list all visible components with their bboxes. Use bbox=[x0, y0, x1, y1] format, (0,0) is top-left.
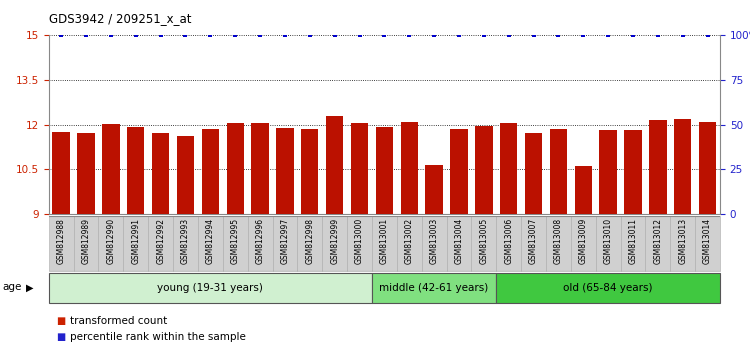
Bar bbox=[49, 273, 372, 303]
Text: GSM812994: GSM812994 bbox=[206, 218, 214, 264]
Bar bbox=[425, 165, 442, 214]
Bar bbox=[521, 216, 546, 271]
Bar bbox=[574, 166, 592, 214]
Bar bbox=[98, 216, 123, 271]
Text: GSM812999: GSM812999 bbox=[330, 218, 339, 264]
Bar bbox=[646, 216, 670, 271]
Text: GSM813003: GSM813003 bbox=[430, 218, 439, 264]
Text: GSM813012: GSM813012 bbox=[653, 218, 662, 264]
Text: GSM813005: GSM813005 bbox=[479, 218, 488, 264]
Bar bbox=[475, 126, 493, 214]
Bar bbox=[226, 123, 244, 214]
Text: GSM813004: GSM813004 bbox=[454, 218, 464, 264]
Bar bbox=[198, 216, 223, 271]
Bar bbox=[202, 129, 219, 214]
Text: GSM813014: GSM813014 bbox=[703, 218, 712, 264]
Bar bbox=[127, 127, 145, 214]
Text: GSM813002: GSM813002 bbox=[405, 218, 414, 264]
Bar bbox=[123, 216, 148, 271]
Bar bbox=[223, 216, 248, 271]
Text: GSM812988: GSM812988 bbox=[57, 218, 66, 264]
Bar bbox=[77, 133, 94, 214]
Bar bbox=[53, 132, 70, 214]
Text: GSM813009: GSM813009 bbox=[579, 218, 588, 264]
Text: ■: ■ bbox=[56, 332, 65, 342]
Bar bbox=[251, 123, 268, 214]
Bar bbox=[372, 216, 397, 271]
Text: GSM813010: GSM813010 bbox=[604, 218, 613, 264]
Text: old (65-84 years): old (65-84 years) bbox=[563, 282, 652, 293]
Text: GSM813000: GSM813000 bbox=[355, 218, 364, 264]
Bar bbox=[400, 122, 418, 214]
Bar bbox=[177, 136, 194, 214]
Text: GSM812990: GSM812990 bbox=[106, 218, 116, 264]
Bar bbox=[248, 216, 272, 271]
Text: GSM812993: GSM812993 bbox=[181, 218, 190, 264]
Text: GDS3942 / 209251_x_at: GDS3942 / 209251_x_at bbox=[49, 12, 191, 25]
Text: percentile rank within the sample: percentile rank within the sample bbox=[70, 332, 246, 342]
Text: GSM812996: GSM812996 bbox=[256, 218, 265, 264]
Bar bbox=[347, 216, 372, 271]
Bar bbox=[596, 216, 620, 271]
Text: GSM812991: GSM812991 bbox=[131, 218, 140, 264]
Bar bbox=[422, 216, 446, 271]
Text: transformed count: transformed count bbox=[70, 316, 167, 326]
Bar bbox=[148, 216, 173, 271]
Bar bbox=[620, 216, 646, 271]
Bar bbox=[272, 216, 297, 271]
Text: young (19-31 years): young (19-31 years) bbox=[158, 282, 263, 293]
Bar bbox=[496, 216, 521, 271]
Text: ▶: ▶ bbox=[26, 282, 34, 292]
Text: GSM813008: GSM813008 bbox=[554, 218, 563, 264]
Text: GSM812989: GSM812989 bbox=[82, 218, 91, 264]
Bar bbox=[525, 133, 542, 214]
Text: middle (42-61 years): middle (42-61 years) bbox=[380, 282, 489, 293]
Bar bbox=[326, 116, 344, 214]
Text: GSM812998: GSM812998 bbox=[305, 218, 314, 264]
Bar bbox=[74, 216, 98, 271]
Bar bbox=[450, 129, 468, 214]
Bar bbox=[650, 120, 667, 214]
Bar bbox=[546, 216, 571, 271]
Bar bbox=[49, 216, 74, 271]
Text: ■: ■ bbox=[56, 316, 65, 326]
Text: GSM813007: GSM813007 bbox=[529, 218, 538, 264]
Bar bbox=[376, 127, 393, 214]
Text: GSM813001: GSM813001 bbox=[380, 218, 388, 264]
Bar bbox=[699, 122, 716, 214]
Bar bbox=[372, 273, 496, 303]
Bar bbox=[397, 216, 422, 271]
Bar bbox=[351, 123, 368, 214]
Bar bbox=[496, 273, 720, 303]
Bar bbox=[571, 216, 596, 271]
Bar bbox=[446, 216, 472, 271]
Bar bbox=[624, 130, 642, 214]
Bar bbox=[276, 129, 294, 214]
Text: GSM812995: GSM812995 bbox=[231, 218, 240, 264]
Bar bbox=[695, 216, 720, 271]
Bar bbox=[670, 216, 695, 271]
Bar bbox=[550, 129, 567, 214]
Bar bbox=[173, 216, 198, 271]
Text: GSM812992: GSM812992 bbox=[156, 218, 165, 264]
Bar bbox=[102, 124, 119, 214]
Text: GSM813013: GSM813013 bbox=[678, 218, 687, 264]
Bar bbox=[472, 216, 496, 271]
Bar bbox=[301, 129, 319, 214]
Text: GSM813006: GSM813006 bbox=[504, 218, 513, 264]
Text: GSM812997: GSM812997 bbox=[280, 218, 290, 264]
Bar bbox=[297, 216, 322, 271]
Text: age: age bbox=[2, 282, 22, 292]
Bar bbox=[500, 123, 517, 214]
Bar bbox=[599, 130, 616, 214]
Bar bbox=[322, 216, 347, 271]
Text: GSM813011: GSM813011 bbox=[628, 218, 638, 264]
Bar bbox=[674, 119, 692, 214]
Bar bbox=[152, 133, 170, 214]
